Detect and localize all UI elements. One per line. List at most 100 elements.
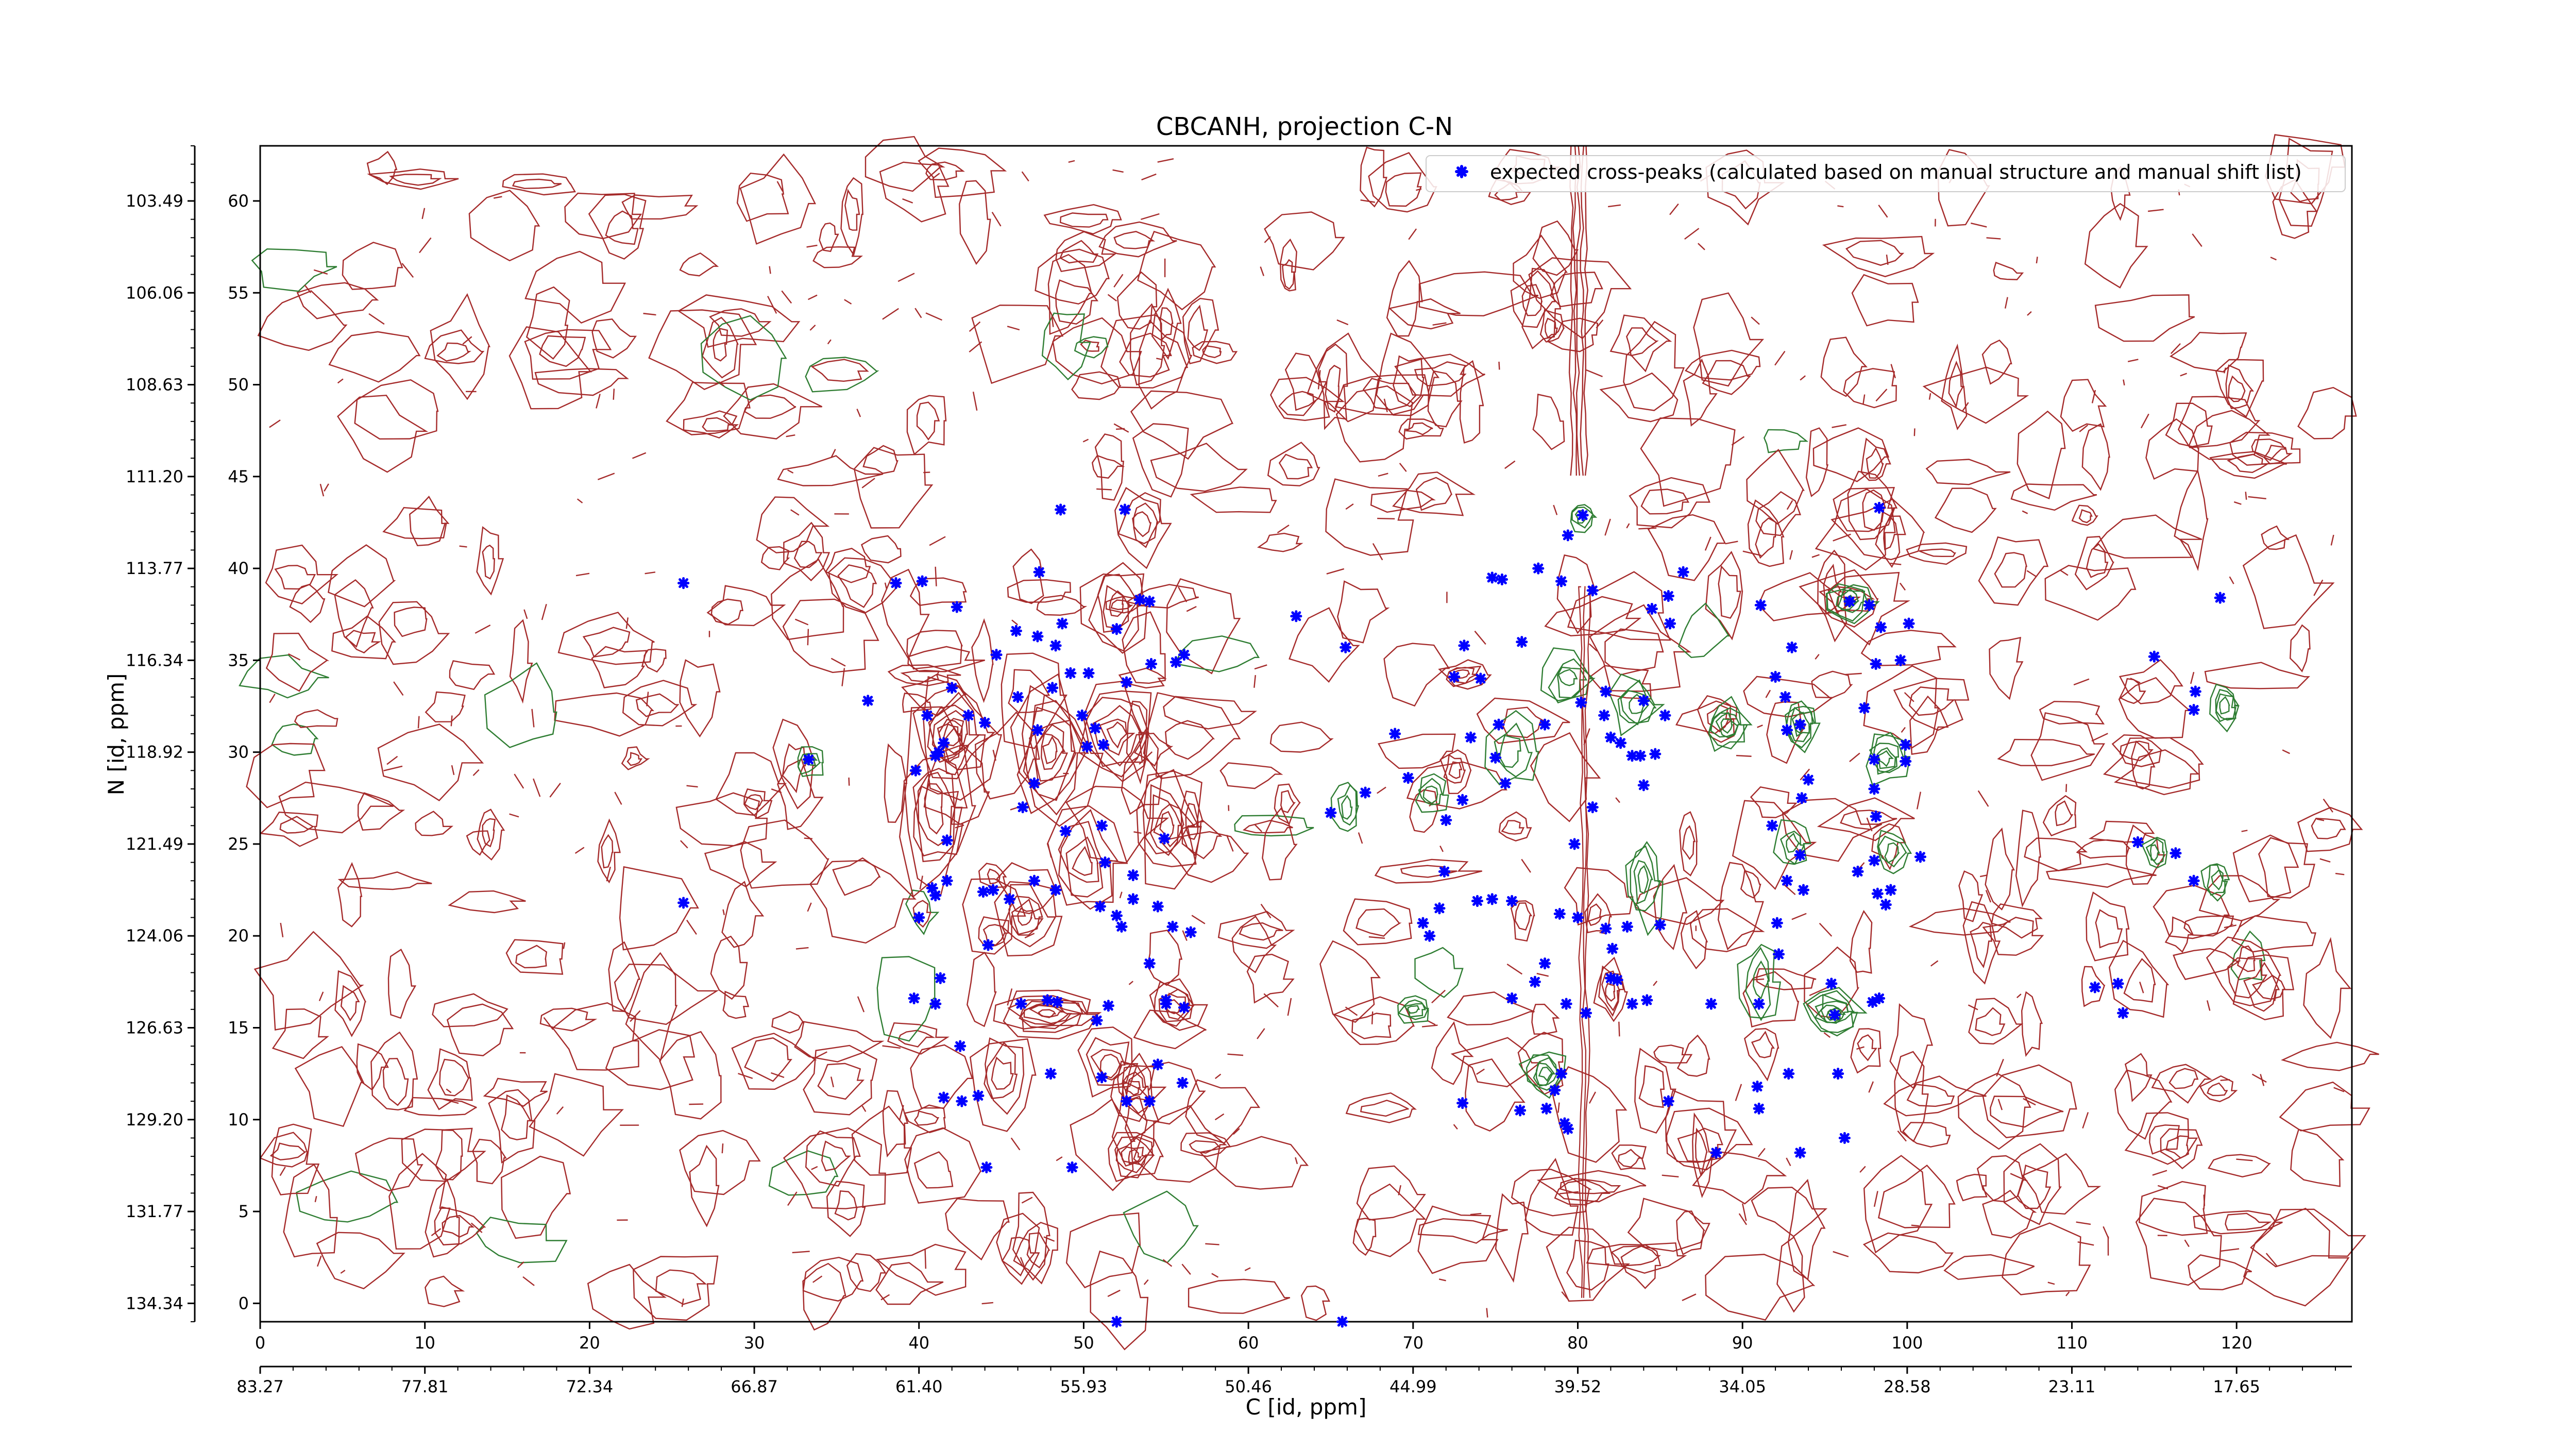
cross-peak-point <box>1081 740 1093 753</box>
cross-peak-point <box>921 709 934 721</box>
noise-segment <box>625 617 629 629</box>
y-tick-label: 5 <box>239 1202 249 1221</box>
noise-contour <box>1510 900 1535 942</box>
noise-contour <box>488 1089 536 1164</box>
peak-contour <box>1330 782 1357 832</box>
noise-contour <box>1124 1062 1206 1125</box>
noise-segment <box>2065 1291 2070 1296</box>
noise-contour <box>1098 221 1177 258</box>
noise-contour <box>387 948 417 1019</box>
noise-contour <box>1043 204 1122 235</box>
noise-contour <box>1689 908 1765 952</box>
noise-contour <box>2010 483 2097 511</box>
noise-contour <box>679 1130 761 1195</box>
noise-contour <box>1378 733 1456 769</box>
noise-contour <box>425 1179 460 1258</box>
noise-segment <box>643 313 656 316</box>
cross-peak-point <box>2148 650 2160 663</box>
noise-segment <box>1021 1197 1033 1204</box>
noise-contour <box>448 890 526 914</box>
cross-peak-point <box>1858 702 1871 714</box>
noise-segment <box>969 321 981 332</box>
cross-peak-point <box>1786 641 1798 654</box>
noise-segment <box>1859 1166 1866 1173</box>
noise-contour <box>1532 220 1579 276</box>
noise-segment <box>1068 160 1075 163</box>
noise-contour <box>366 150 398 186</box>
noise-segment <box>2207 1000 2211 1011</box>
noise-contour <box>356 1043 389 1091</box>
noise-contour <box>1094 433 1124 501</box>
noise-contour <box>648 309 757 390</box>
peak-contour <box>1397 995 1429 1024</box>
cross-peak-point <box>972 1089 985 1102</box>
noise-segment <box>807 902 812 912</box>
noise-segment <box>443 1098 459 1104</box>
peak-contour <box>943 723 960 747</box>
noise-contour <box>1827 571 1910 646</box>
noise-segment <box>1586 369 1603 378</box>
cross-peak-point <box>1178 1001 1191 1014</box>
noise-contour <box>1906 542 1968 565</box>
noise-contour <box>1665 1089 1737 1163</box>
cross-peak-point <box>979 717 991 729</box>
noise-contour <box>331 615 397 660</box>
noise-contour <box>700 315 787 401</box>
noise-contour <box>1165 720 1215 760</box>
cross-peak-point <box>1560 998 1572 1010</box>
cross-peak-point <box>1044 1068 1057 1080</box>
noise-contour <box>1925 459 2011 485</box>
noise-contour <box>887 664 961 686</box>
peak-contour <box>1869 743 1900 775</box>
peak-contour <box>1548 658 1596 704</box>
noise-contour <box>771 1010 805 1034</box>
cross-peak-point <box>1160 994 1172 1006</box>
cross-peak-point <box>1802 773 1815 786</box>
peak-contour <box>1110 1052 1167 1122</box>
noise-segment <box>1326 568 1345 575</box>
noise-segment <box>1751 316 1760 325</box>
noise-contour <box>1970 921 1993 969</box>
noise-segment <box>991 211 1002 227</box>
noise-contour <box>587 1263 667 1330</box>
noise-contour <box>704 841 777 888</box>
noise-contour <box>1850 1028 1882 1074</box>
cross-peak-point <box>1900 738 1912 751</box>
y-tick-label: 25 <box>228 834 249 854</box>
noise-contour <box>1554 1179 1611 1206</box>
noise-contour <box>881 568 930 660</box>
noise-segment <box>1607 204 1621 208</box>
noise-contour <box>2081 966 2106 1007</box>
noise-contour <box>1008 669 1050 713</box>
noise-contour <box>1536 1170 1647 1203</box>
cross-peak-point <box>1011 691 1024 703</box>
noise-contour <box>2060 379 2107 432</box>
noise-contour <box>2015 810 2041 908</box>
noise-contour <box>1231 915 1277 973</box>
noise-contour <box>1531 1003 1560 1035</box>
noise-segment <box>2026 570 2037 578</box>
noise-segment <box>2010 1173 2028 1182</box>
noise-contour <box>1787 1178 1826 1280</box>
cross-peak-point <box>1598 709 1611 721</box>
noise-contour <box>259 812 319 847</box>
noise-segment <box>1833 533 1851 542</box>
cross-peak-point <box>2170 847 2182 860</box>
x-ppm-tick-label: 72.34 <box>566 1377 614 1396</box>
noise-contour <box>1732 800 1817 890</box>
noise-segment <box>319 483 325 497</box>
noise-segment <box>1113 274 1124 288</box>
noise-contour <box>621 194 699 220</box>
noise-segment <box>1800 375 1806 381</box>
peak-contour <box>1806 990 1858 1037</box>
noise-contour <box>357 792 405 831</box>
noise-contour <box>1906 1084 1955 1107</box>
noise-contour <box>2094 294 2195 342</box>
cross-peak-point <box>1475 672 1487 685</box>
x-ppm-tick-label: 61.40 <box>895 1377 943 1396</box>
cross-peak-point <box>1779 691 1791 703</box>
y-ppm-tick-label: 111.20 <box>126 467 183 486</box>
noise-segment <box>1377 786 1386 794</box>
noise-contour <box>709 308 772 337</box>
noise-contour <box>468 190 540 262</box>
